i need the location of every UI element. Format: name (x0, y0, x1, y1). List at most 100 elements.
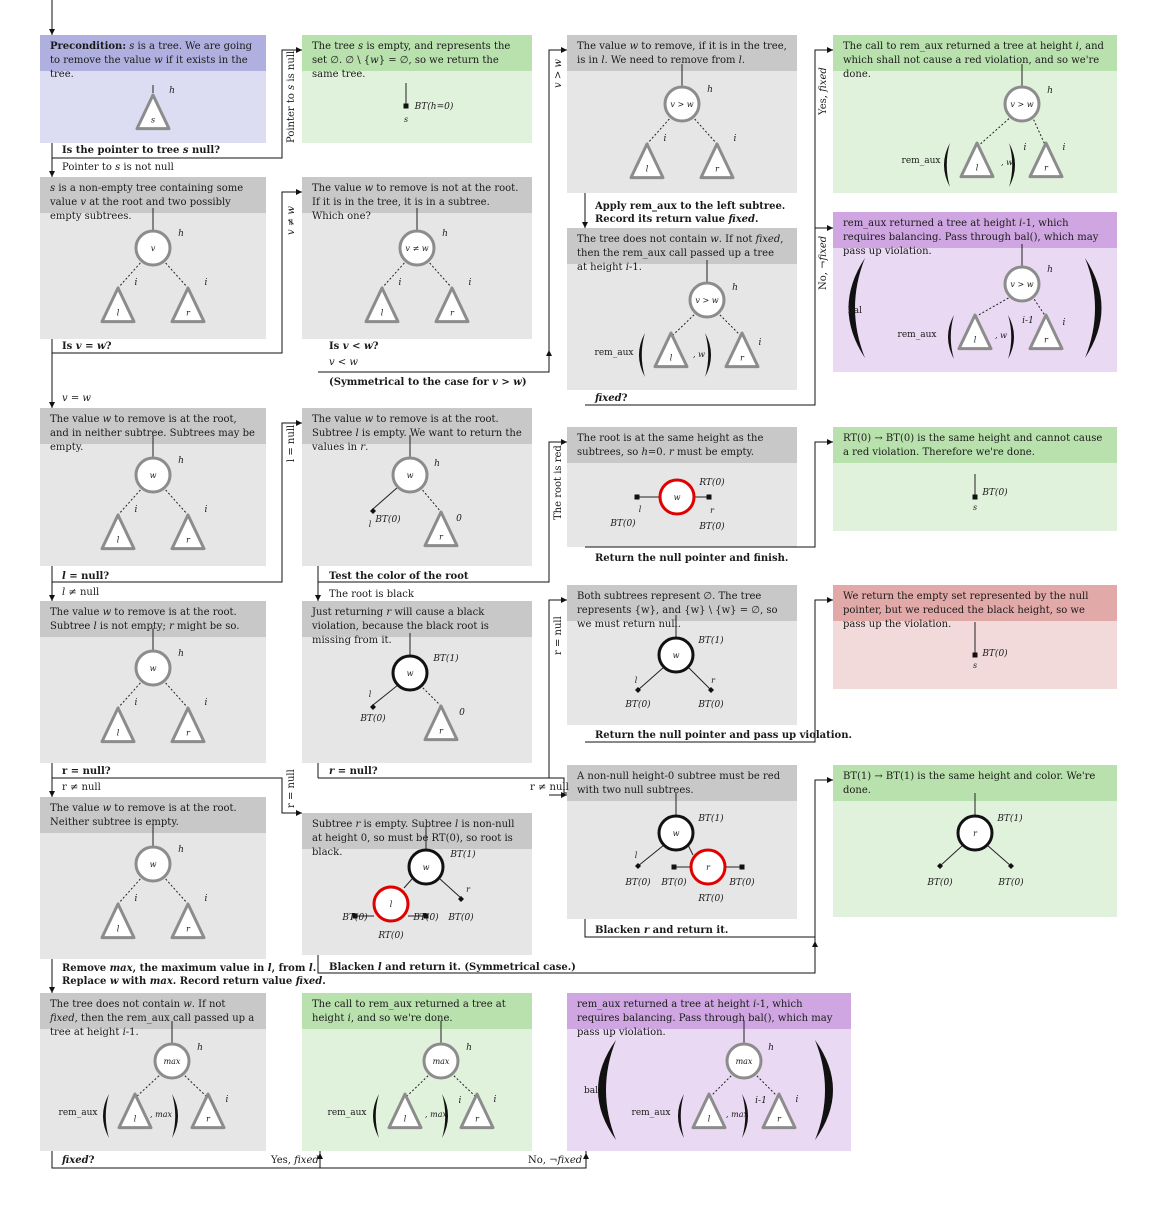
subtree (170, 286, 206, 324)
subtree (459, 1092, 495, 1130)
box-text: The call to rem_aux returned a tree at h… (833, 35, 1117, 80)
box-max-balance: rem_aux returned a tree at height i-1, w… (567, 993, 851, 1151)
tree-label: i (205, 894, 208, 904)
tree-label: h (197, 1043, 203, 1053)
subtree (170, 706, 206, 744)
tree-label: s (404, 115, 408, 124)
cond-return-null: Return the null pointer and finish. (595, 553, 789, 564)
tree-label: rem_aux (898, 330, 937, 340)
subtree (100, 706, 136, 744)
tree-node (1003, 85, 1041, 123)
connector (52, 777, 302, 814)
box-l-null: The value w to remove is at the root. Su… (302, 408, 532, 566)
tree-label: r (715, 165, 720, 174)
box-root-red: The root is at the same height as the su… (567, 427, 797, 547)
box-text: Both subtrees represent ∅. The tree repr… (567, 585, 797, 630)
tree-node (1003, 265, 1041, 303)
bracket (1085, 258, 1102, 358)
box-text: s is a non-empty tree containing some va… (40, 177, 266, 222)
arrow-head (49, 791, 55, 797)
tree-label: i (399, 278, 402, 288)
box-text: The value w to remove, if it is in the t… (567, 35, 797, 71)
tree-label: h (169, 86, 175, 96)
tree-label: i (205, 505, 208, 515)
branch-r-neq-null-2: r ≠ null (530, 782, 569, 793)
box-text: The value w to remove is at the root. Ne… (40, 797, 266, 833)
box-body (40, 1029, 266, 1151)
edge (134, 1072, 163, 1099)
subtree (959, 141, 995, 179)
box-text: rem_aux returned a tree at height i-1, w… (567, 993, 851, 1038)
cond-v-eq-w: Is v = w? (62, 341, 112, 352)
bracket (442, 1094, 449, 1138)
tree-label: r (475, 1115, 480, 1124)
tree-label: BT(0) (609, 518, 636, 529)
tree-label: l (670, 354, 673, 363)
arrow-head (49, 987, 55, 993)
edge (117, 259, 144, 289)
tree-label: l (404, 1115, 407, 1124)
tree-label: l (117, 729, 120, 738)
bracket (742, 1094, 749, 1138)
tree-node (725, 1042, 763, 1080)
subtree (387, 1092, 423, 1130)
bracket (102, 1094, 109, 1138)
tree-node (134, 456, 172, 494)
cond-remove-max: Remove max, the maximum value in l, from… (62, 963, 326, 987)
box-text: Just returning r will cause a black viol… (302, 601, 532, 646)
box-remove-left: The value w to remove, if it is in the t… (567, 35, 797, 193)
subtree (629, 142, 665, 180)
arrow-head (827, 439, 833, 445)
box-left-balance: rem_aux returned a tree at height i-1, w… (833, 212, 1117, 372)
tree-label: 0 (459, 708, 465, 718)
edge (419, 486, 442, 513)
cond-test-color: Test the color of the root (329, 571, 469, 582)
subtree (100, 902, 136, 940)
edge (439, 878, 462, 899)
tree-label: BT(0) (981, 648, 1008, 659)
tree-label: h (707, 85, 713, 95)
connector (318, 777, 567, 794)
null-pointer (634, 494, 640, 500)
edge (691, 115, 718, 145)
tree-label: max (433, 1057, 450, 1066)
bracket (172, 1094, 179, 1138)
null-pointer (370, 704, 376, 710)
tree-label: rem_aux (902, 156, 941, 166)
edge (381, 259, 408, 289)
subtree (170, 513, 206, 551)
tree-label: v > w (695, 296, 718, 305)
branch-no-fixed: No, ¬fixed (528, 1155, 583, 1166)
arrow-head (296, 420, 302, 426)
tree-label: BT(1) (449, 849, 476, 860)
edge (939, 844, 964, 867)
tree-label: w (674, 493, 681, 502)
null-pointer (706, 494, 712, 500)
bracket (943, 143, 950, 187)
tree-label: i (135, 278, 138, 288)
tree-label: i (205, 278, 208, 288)
null-pointer (635, 863, 641, 869)
cond-fixed-1: fixed? (595, 393, 628, 404)
null-pointer (739, 864, 745, 870)
edge (1031, 295, 1047, 318)
tree-label: i (494, 1095, 497, 1105)
arrow-head (546, 350, 552, 356)
tree-label: r (973, 829, 978, 838)
tree-label: s (973, 661, 977, 670)
tree-node (372, 885, 410, 923)
tree-label: i (135, 505, 138, 515)
tree-node (689, 848, 727, 886)
tree-label: BT(1) (697, 635, 724, 646)
edge (450, 1072, 478, 1099)
tree-label: i (1024, 143, 1027, 153)
tree-label: w (423, 863, 430, 872)
edge (637, 844, 665, 867)
subtree (135, 93, 171, 131)
edge (117, 679, 144, 709)
subtree (100, 513, 136, 551)
tree-label: i (734, 134, 737, 144)
edge (403, 878, 413, 889)
tree-label: r (1044, 336, 1049, 345)
